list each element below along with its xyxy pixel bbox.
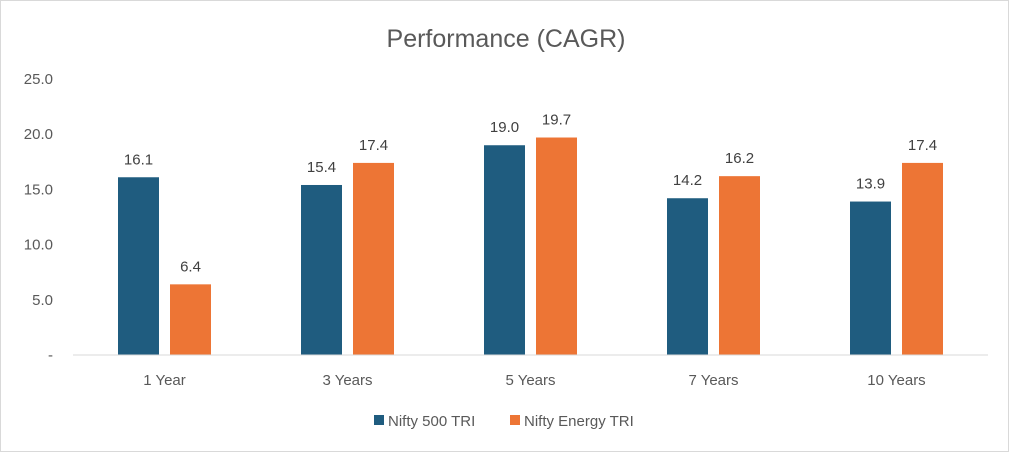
y-tick-label: 5.0: [32, 292, 53, 309]
data-label: 17.4: [908, 137, 937, 154]
bar-nifty-500-tri: [118, 177, 159, 355]
data-label: 17.4: [359, 137, 388, 154]
y-tick-label: 15.0: [24, 181, 53, 198]
bar-nifty-energy-tri: [902, 162, 943, 355]
y-tick-label: 20.0: [24, 126, 53, 143]
bar-nifty-500-tri: [484, 145, 525, 355]
data-label: 19.0: [490, 119, 519, 136]
data-label: 16.2: [725, 150, 754, 167]
data-labels: 16.1 6.4 15.4 17.4 19.0 19.7 14.2 16.2 13.9 17.4: [124, 112, 937, 276]
bar-nifty-500-tri: [850, 201, 891, 355]
bar-nifty-energy-tri: [536, 137, 577, 355]
x-tick-label: 1 Year: [143, 372, 186, 389]
legend: Nifty 500 TRI Nifty Energy TRI: [374, 413, 634, 430]
data-label: 14.2: [673, 172, 702, 189]
chart-title: Performance (CAGR): [387, 25, 626, 53]
legend-label: Nifty Energy TRI: [524, 413, 634, 430]
y-axis: - 5.0 10.0 15.0 20.0 25.0: [24, 71, 53, 364]
data-label: 6.4: [180, 258, 201, 275]
bar-nifty-energy-tri: [170, 284, 211, 355]
y-tick-label: 25.0: [24, 71, 53, 88]
x-tick-label: 10 Years: [867, 372, 925, 389]
legend-swatch: [510, 415, 520, 425]
y-tick-label: -: [48, 347, 53, 364]
bar-nifty-energy-tri: [353, 162, 394, 355]
bar-nifty-energy-tri: [719, 176, 760, 355]
data-label: 16.1: [124, 151, 153, 168]
bar-nifty-500-tri: [301, 184, 342, 355]
legend-swatch: [374, 415, 384, 425]
x-tick-label: 7 Years: [688, 372, 738, 389]
bars: [118, 137, 943, 355]
x-axis: 1 Year 3 Years 5 Years 7 Years 10 Years: [73, 354, 988, 389]
x-tick-label: 3 Years: [322, 372, 372, 389]
data-label: 15.4: [307, 159, 336, 176]
y-tick-label: 10.0: [24, 237, 53, 254]
data-label: 19.7: [542, 112, 571, 129]
bar-nifty-500-tri: [667, 198, 708, 355]
x-tick-label: 5 Years: [505, 372, 555, 389]
data-label: 13.9: [856, 176, 885, 193]
legend-label: Nifty 500 TRI: [388, 413, 475, 430]
